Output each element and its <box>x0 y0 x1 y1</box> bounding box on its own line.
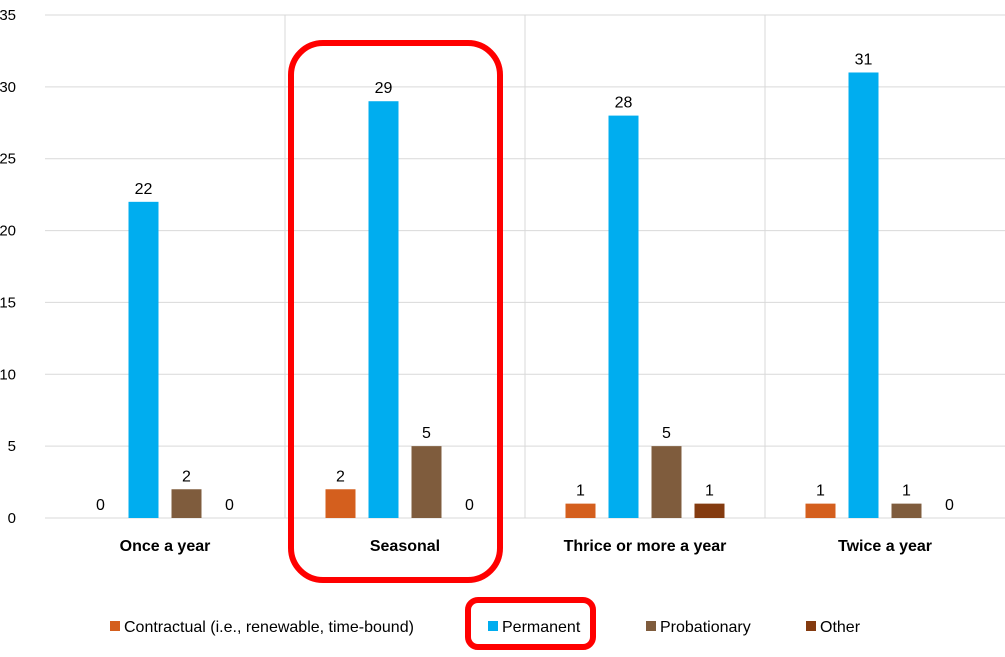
y-tick-label: 0 <box>8 510 16 527</box>
bar <box>368 101 399 518</box>
bar <box>608 115 639 518</box>
data-label: 22 <box>135 181 153 198</box>
legend-label: Contractual (i.e., renewable, time-bound… <box>124 619 414 636</box>
data-label: 1 <box>816 483 825 500</box>
bar <box>891 503 922 518</box>
legend-label: Permanent <box>502 619 581 636</box>
data-label: 31 <box>855 51 873 68</box>
bar <box>848 72 879 518</box>
data-label: 2 <box>182 468 191 485</box>
data-label: 28 <box>615 95 633 112</box>
highlight-box-legend <box>465 597 596 650</box>
bar <box>325 489 356 518</box>
data-label: 5 <box>662 425 671 442</box>
bar <box>651 446 682 518</box>
y-tick-label: 15 <box>0 294 16 311</box>
bar <box>805 503 836 518</box>
y-tick-label: 20 <box>0 223 16 240</box>
x-tick-label: Twice a year <box>838 538 932 555</box>
data-label: 0 <box>465 497 474 514</box>
data-label: 0 <box>96 497 105 514</box>
bar <box>565 503 596 518</box>
bar <box>694 503 725 518</box>
data-label: 29 <box>375 80 393 97</box>
data-label: 1 <box>902 483 911 500</box>
data-label: 0 <box>945 497 954 514</box>
x-tick-label: Thrice or more a year <box>564 538 727 555</box>
highlight-box-category <box>288 40 503 583</box>
data-label: 2 <box>336 468 345 485</box>
data-label: 0 <box>225 497 234 514</box>
data-label: 5 <box>422 425 431 442</box>
legend-label: Probationary <box>660 619 751 636</box>
y-tick-label: 25 <box>0 151 16 168</box>
bar <box>171 489 202 518</box>
y-tick-label: 5 <box>8 438 16 455</box>
bar <box>128 201 159 519</box>
y-tick-label: 30 <box>0 79 16 96</box>
data-label: 1 <box>576 483 585 500</box>
bar <box>411 446 442 518</box>
legend-swatch <box>488 621 498 631</box>
legend-label: Other <box>820 619 861 636</box>
data-label: 1 <box>705 483 714 500</box>
x-tick-label: Once a year <box>120 538 211 555</box>
legend-swatch <box>110 621 120 631</box>
y-tick-label: 10 <box>0 366 16 383</box>
legend-swatch <box>646 621 656 631</box>
x-tick-label: Seasonal <box>370 538 440 555</box>
legend-swatch <box>806 621 816 631</box>
y-tick-label: 35 <box>0 7 16 24</box>
